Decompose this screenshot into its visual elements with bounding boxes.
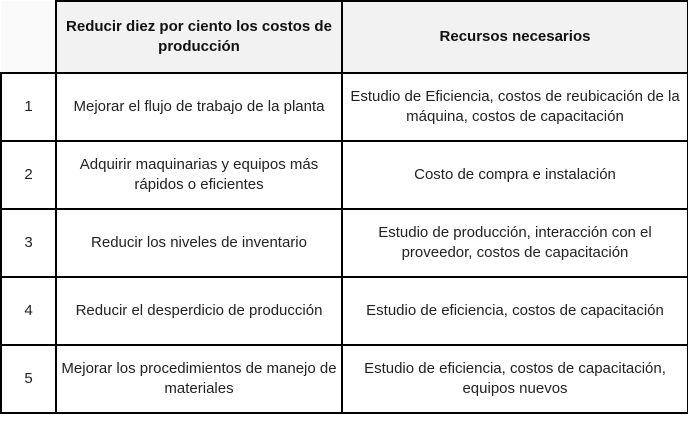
header-objective: Reducir diez por ciento los costos de pr… (55, 0, 343, 74)
table-row: 4 Reducir el desperdicio de producción Est… (0, 276, 688, 346)
row-number: 2 (0, 140, 57, 210)
row-number: 3 (0, 208, 57, 278)
objective-cell: Adquirir maquinarias y equipos más rápid… (55, 140, 343, 210)
resources-cell: Costo de compra e instalación (341, 140, 688, 210)
objective-cell: Mejorar el flujo de trabajo de la planta (55, 72, 343, 142)
objective-cell: Reducir los niveles de inventario (55, 208, 343, 278)
resources-table: Reducir diez por ciento los costos de pr… (0, 0, 688, 414)
table-row: 2 Adquirir maquinarias y equipos más rápi… (0, 140, 688, 210)
header-resources: Recursos necesarios (341, 0, 688, 74)
header-row: Reducir diez por ciento los costos de pr… (1, 0, 688, 74)
table-row: 1 Mejorar el flujo de trabajo de la plant… (0, 72, 688, 142)
resources-cell: Estudio de eficiencia, costos de capacit… (341, 344, 688, 414)
resources-cell: Estudio de producción, interacción con e… (341, 208, 688, 278)
resources-cell: Estudio de Eficiencia, costos de reubica… (341, 72, 688, 142)
corner-cell (1, 1, 57, 74)
resources-cell: Estudio de eficiencia, costos de capacit… (341, 276, 688, 346)
row-number: 1 (0, 72, 57, 142)
objective-cell: Reducir el desperdicio de producción (55, 276, 343, 346)
table-row: 5 Mejorar los procedimientos de manejo de… (0, 344, 688, 414)
table-row: 3 Reducir los niveles de inventario Estudi… (0, 208, 688, 278)
row-number: 5 (0, 344, 57, 414)
objective-cell: Mejorar los procedimientos de manejo de … (55, 344, 343, 414)
row-number: 4 (0, 276, 57, 346)
